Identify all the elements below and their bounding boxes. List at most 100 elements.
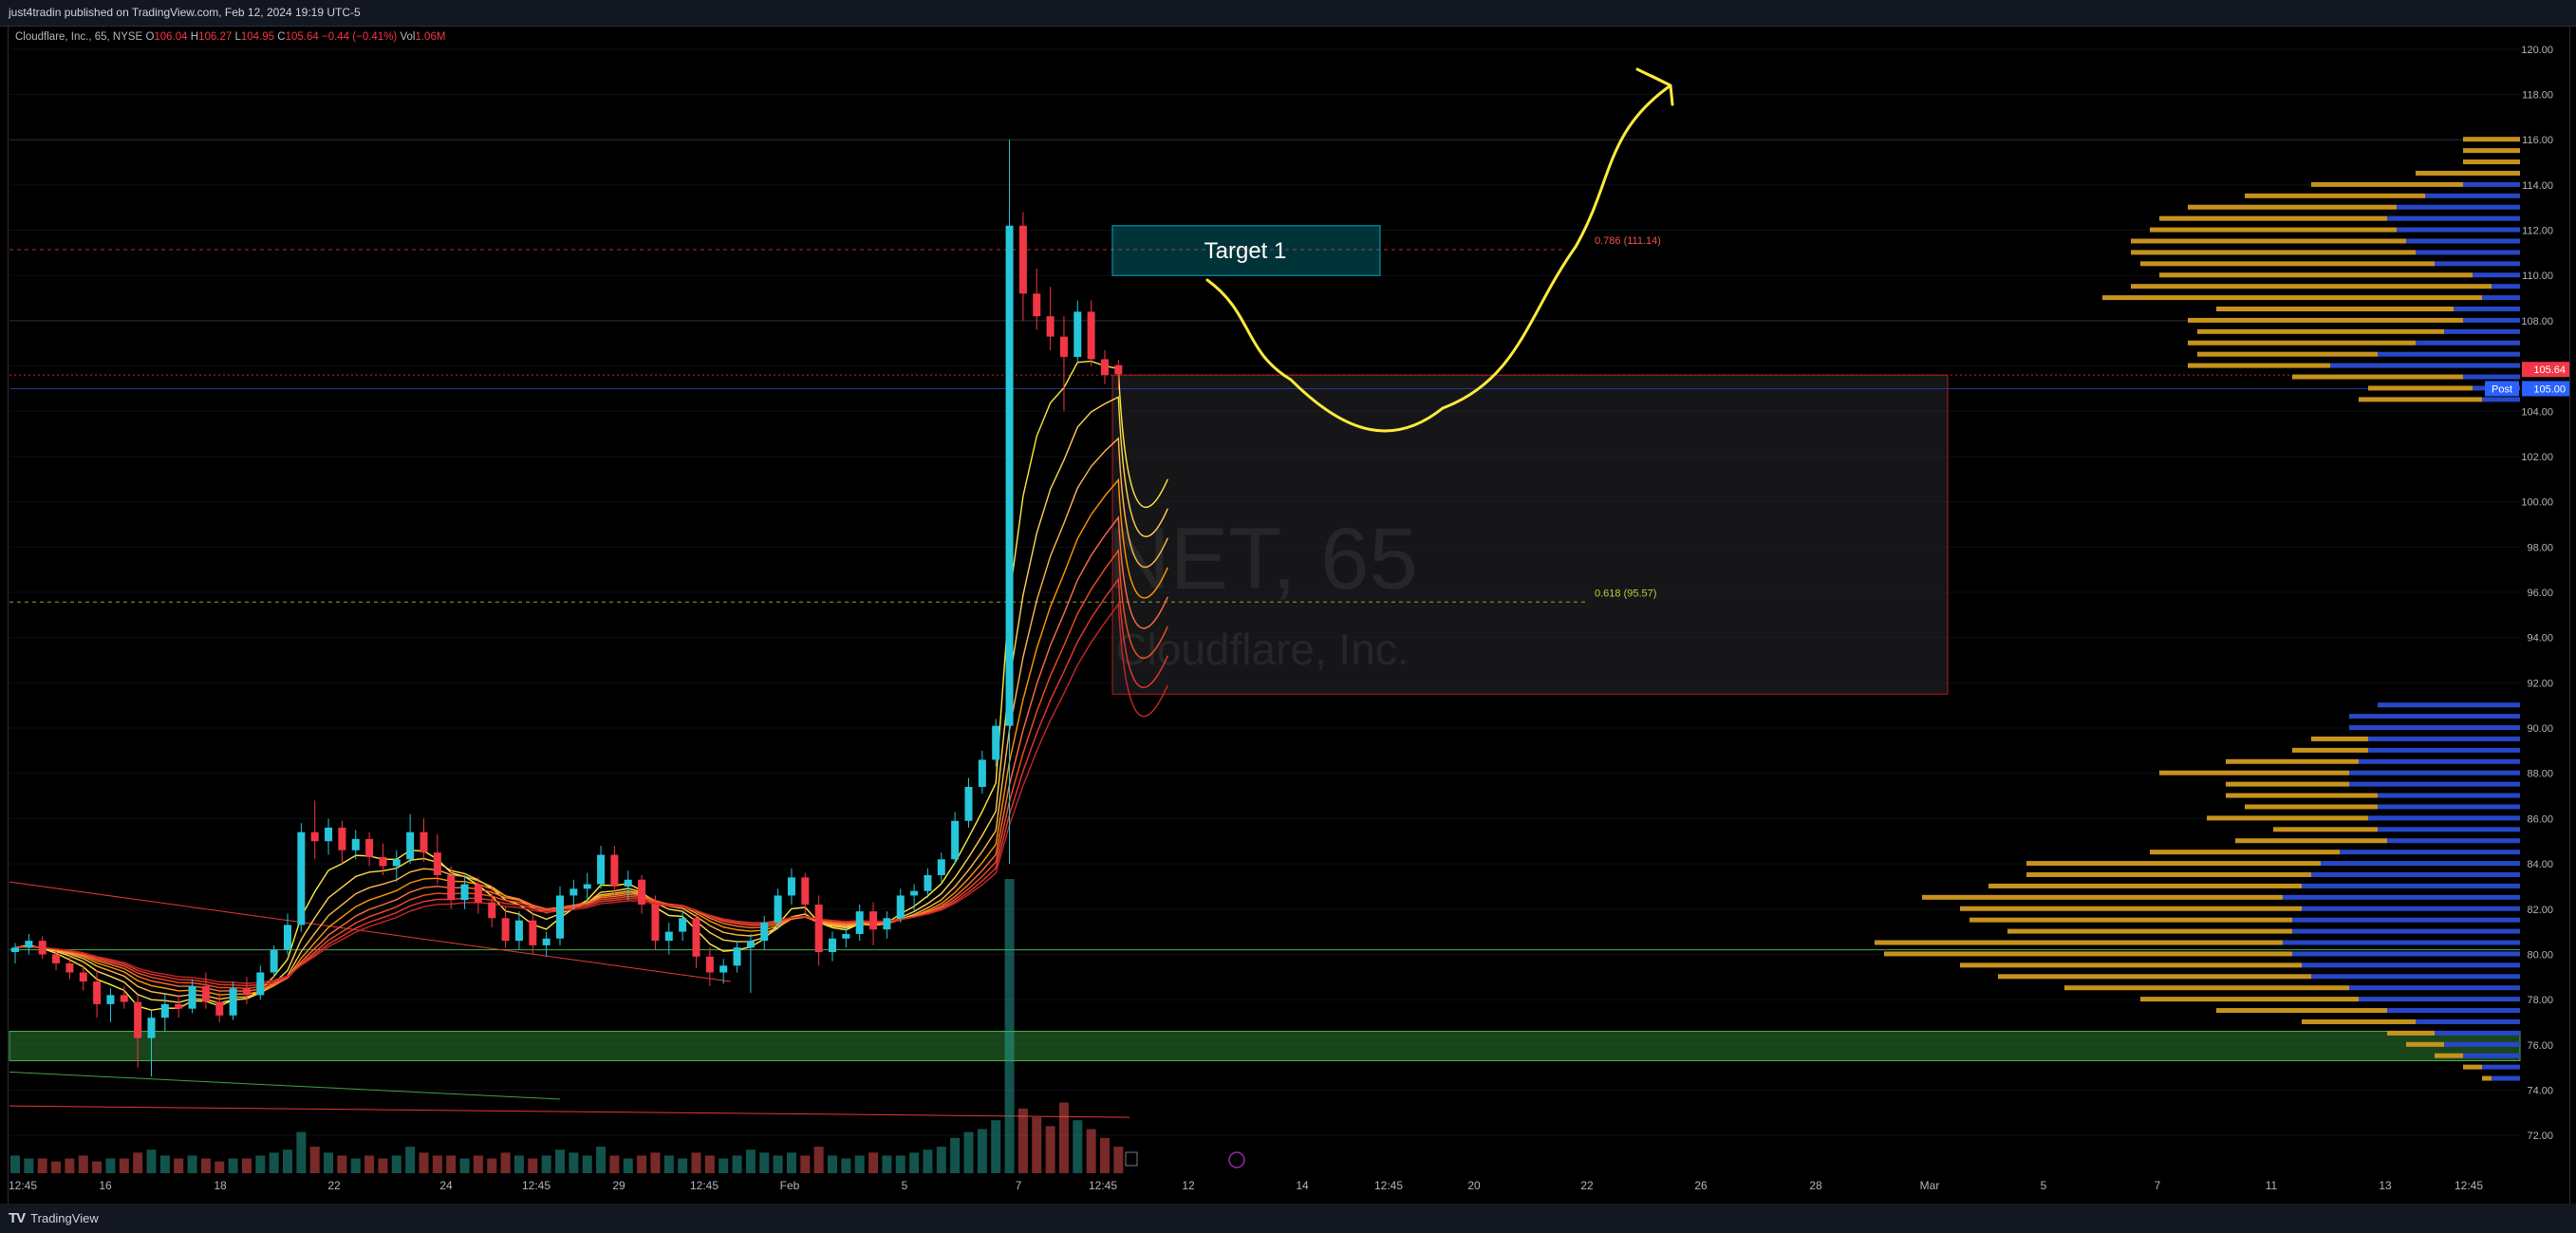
legend-change: −0.44 (−0.41%) (321, 31, 398, 43)
y-tick-label: 112.00 (2522, 226, 2553, 237)
candle-body (719, 965, 728, 973)
candle-body (556, 895, 564, 939)
volume-bar (283, 1149, 292, 1173)
volume-bar (24, 1158, 34, 1173)
candle-body (447, 875, 456, 901)
volume-profile-lower-gold-bar (2026, 861, 2321, 867)
volume-profile-upper-blue-bar (2463, 181, 2520, 187)
volume-profile-upper-gold-bar (2140, 261, 2435, 267)
volume-bar (773, 1155, 783, 1173)
volume-bar (1058, 1102, 1069, 1173)
candle-body (338, 827, 346, 850)
dividend-event-icon (1228, 1151, 1245, 1168)
candle-body (964, 787, 973, 821)
candle-body (774, 895, 782, 924)
x-tick-label: 12:45 (1374, 1179, 1403, 1192)
candle-body (951, 820, 960, 860)
volume-profile-lower-gold-bar (2226, 758, 2359, 764)
volume-bar (691, 1152, 701, 1173)
volume-bar (678, 1158, 688, 1173)
volume-bar (1032, 1117, 1042, 1173)
x-tick-label: 7 (2155, 1179, 2161, 1192)
volume-profile-upper-blue-bar (2454, 307, 2520, 311)
volume-profile-lower-gold-bar (2435, 1053, 2463, 1058)
volume-bar (378, 1158, 388, 1173)
tradingview-brand[interactable]: TV TradingView (9, 1210, 99, 1226)
volume-bar (936, 1147, 946, 1173)
volume-profile-lower-gold-bar (1998, 974, 2311, 980)
candle-body (679, 918, 687, 932)
volume-bar (159, 1155, 170, 1173)
candle-body (842, 933, 850, 939)
ema-ribbon-line (14, 477, 1168, 996)
volume-bar (950, 1137, 961, 1173)
volume-profile-lower-gold-bar (2026, 872, 2311, 877)
volume-profile-lower-blue-bar (2321, 861, 2520, 867)
candle-body (896, 895, 905, 919)
volume-profile-lower-blue-bar (2482, 1064, 2520, 1070)
volume-profile-lower-blue-bar (2302, 962, 2520, 968)
x-tick-label: 11 (2266, 1179, 2278, 1192)
post-price-badge (2522, 381, 2569, 397)
x-tick-label: 5 (902, 1179, 908, 1192)
x-tick-label: 28 (1809, 1179, 1822, 1192)
volume-profile-lower-blue-bar (2283, 894, 2520, 900)
y-tick-label: 90.00 (2527, 723, 2553, 735)
volume-profile-lower-gold-bar (2273, 827, 2378, 832)
projection-arrow (1205, 67, 1674, 433)
volume-profile-upper-gold-bar (2131, 284, 2492, 290)
y-tick-label: 120.00 (2521, 45, 2553, 56)
volume-profile-lower-blue-bar (2378, 827, 2520, 832)
x-tick-label: 12:45 (2455, 1179, 2483, 1192)
legend-symbol[interactable]: Cloudflare, Inc., 65, NYSE (15, 31, 143, 43)
volume-bar (119, 1158, 129, 1173)
volume-bar (528, 1158, 538, 1173)
volume-profile-lower-blue-bar (2387, 1008, 2520, 1014)
candle-body (787, 877, 795, 896)
volume-profile-lower-gold-bar (2207, 815, 2368, 821)
candle-body (242, 988, 251, 996)
y-tick-label: 76.00 (2527, 1040, 2553, 1052)
volume-bar (446, 1155, 457, 1173)
legend-high: 106.27 (198, 31, 233, 43)
volume-profile-lower-blue-bar (2302, 906, 2520, 911)
volume-profile-upper-gold-bar (2131, 250, 2416, 255)
volume-bar (309, 1147, 320, 1173)
volume-bar (92, 1161, 103, 1173)
volume-profile-lower-gold-bar (1960, 906, 2302, 911)
volume-bar (513, 1155, 524, 1173)
ema-ribbon-line (14, 360, 1168, 1011)
volume-profile-upper-gold-bar (2188, 317, 2463, 323)
candle-body (801, 877, 810, 905)
legend-c-label: C (277, 31, 286, 43)
volume-profile-upper-blue-bar (2387, 215, 2520, 221)
volume-bar (215, 1161, 225, 1173)
volume-profile-lower-gold-bar (2406, 1041, 2444, 1047)
volume-profile-upper-gold-bar (2102, 295, 2482, 301)
candle-body (651, 904, 660, 942)
published-line: just4tradin published on TradingView.com… (9, 6, 361, 19)
volume-bar (473, 1155, 483, 1173)
volume-profile-lower-gold-bar (1988, 883, 2302, 888)
volume-profile-lower-gold-bar (2235, 838, 2387, 844)
volume-bar (923, 1149, 933, 1173)
candle-body (501, 918, 510, 942)
candle-body (583, 884, 591, 889)
y-tick-label: 94.00 (2527, 633, 2553, 645)
volume-profile-upper-gold-bar (2216, 307, 2454, 311)
candle-body (610, 854, 619, 887)
volume-profile-upper-blue-bar (2492, 284, 2520, 290)
ema-ribbon-line (14, 577, 1168, 987)
volume-profile-upper-blue-bar (2463, 317, 2520, 323)
candle-body (733, 947, 741, 966)
candle-body (1073, 311, 1082, 358)
candle-body (529, 920, 537, 945)
candle-body (1005, 225, 1014, 726)
y-tick-label: 72.00 (2527, 1130, 2553, 1142)
volume-profile-lower-blue-bar (2387, 838, 2520, 844)
volume-profile-upper-gold-bar (2197, 328, 2444, 334)
volume-profile-upper-blue-bar (2416, 340, 2520, 346)
volume-profile-lower-gold-bar (2216, 1008, 2387, 1014)
volume-profile-lower-blue-bar (2378, 804, 2520, 810)
